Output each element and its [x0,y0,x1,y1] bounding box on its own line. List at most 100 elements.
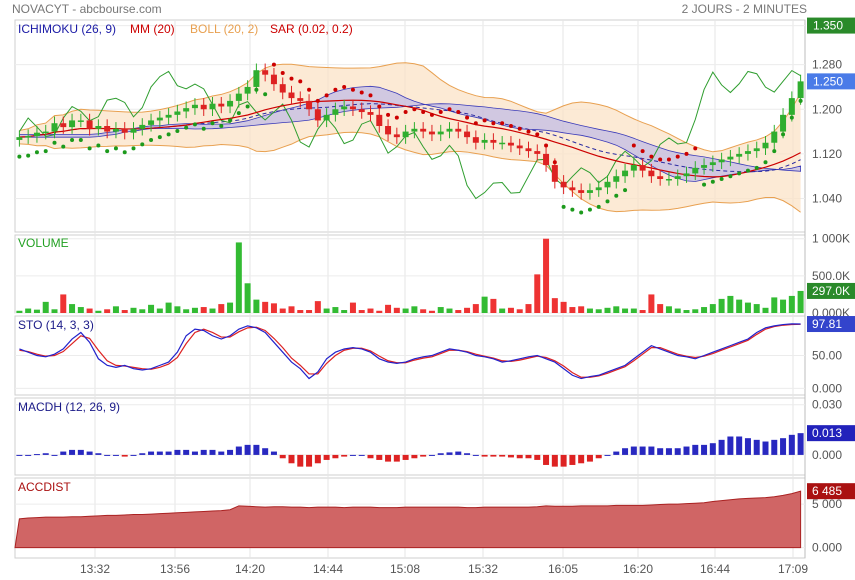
volume-bar [42,301,49,313]
macd-histogram-bar [288,454,295,464]
candle-body [86,120,93,129]
sar-dot [763,160,768,165]
volume-bar [349,302,356,313]
candle-body [455,128,462,132]
macd-histogram-bar [402,454,409,460]
ichimoku-chikou-line [18,69,801,200]
volume-bar [104,309,111,313]
volume-bar [270,303,277,313]
macd-histogram-bar [130,454,137,456]
accdist-last-value: 6 485 [812,484,842,498]
volume-bar [490,298,497,313]
volume-bar [437,307,444,313]
volume-bar [744,302,751,313]
sto-last-value: 97.81 [812,317,842,331]
sar-dot [702,182,707,187]
volume-bar [121,310,128,313]
candle-body [472,137,479,143]
sar-dot [684,151,689,156]
volume-bar [244,283,251,313]
sar-dot [728,174,733,179]
volume-tick-label: 1 000K [812,232,850,246]
macd-last-value: 0.013 [812,426,842,440]
macd-histogram-bar [701,444,708,455]
candle-body [25,136,32,138]
candle-body [112,128,119,132]
sar-dot [245,104,250,109]
macd-histogram-bar [95,453,102,455]
macd-histogram-bar [604,454,611,456]
macd-histogram-bar [332,454,339,459]
indicator-legend-label: BOLL (20, 2) [190,22,258,36]
candle-body [218,103,225,107]
candle-body [253,70,260,87]
sar-dot [754,165,759,170]
macd-histogram-bar [349,454,356,456]
volume-bar [569,307,576,313]
volume-bar [780,299,787,313]
volume-bar [464,307,471,313]
macd-histogram-bar [674,448,681,455]
macd-histogram-bar [42,453,49,455]
moving-average-line [19,99,801,178]
accdist-area [14,490,802,549]
sar-dot [43,149,48,154]
sto-panel-label: STO (14, 3, 3) [18,318,94,332]
candle-body [604,181,611,188]
sar-dot [781,132,786,137]
macd-histogram-bar [464,453,471,455]
sar-dot [359,90,364,95]
candle-body [16,137,23,140]
price-marker-box [807,17,855,34]
volume-bar [60,294,67,313]
sto-k-line [19,323,801,380]
macd-histogram-bar [60,451,67,455]
candle-body [490,139,497,143]
candle-body [709,162,716,166]
macd-histogram-bar [341,454,348,457]
sar-dot [491,121,496,126]
candle-body [437,131,444,135]
sar-dot [157,135,162,140]
sar-dot [26,153,31,158]
candle-body [385,126,392,135]
macd-histogram-bar [77,449,84,455]
volume-bar [253,299,260,313]
x-tick-label: 13:56 [160,562,190,576]
sar-dot [201,126,206,131]
volume-bar [306,310,313,313]
candle-body [639,165,646,171]
macd-histogram-bar [586,454,593,462]
sar-dot [386,112,391,117]
sar-dot [166,132,171,137]
macd-histogram-bar [218,451,225,455]
x-tick-label: 17:09 [778,562,808,576]
candle-body [174,111,181,115]
macd-histogram-bar [121,454,128,457]
volume-bar [112,306,119,313]
macd-histogram-bar [595,454,602,459]
sar-dot [52,140,57,145]
candle-body [60,123,67,128]
candle-body [367,112,374,115]
macd-histogram-bar [455,451,462,455]
sar-dot [271,62,276,67]
sar-dot [61,144,66,149]
candle-body [507,142,514,146]
indicator-legend-label: ICHIMOKU (26, 9) [18,22,116,36]
sar-dot [236,111,241,116]
macd-histogram-bar [753,439,760,455]
candle-body [121,128,128,133]
candle-body [148,120,155,125]
macd-histogram-bar [156,451,163,455]
sar-dot [658,157,663,162]
macd-histogram-bar [613,451,620,455]
candle-body [595,187,602,191]
volume-bar [472,304,479,313]
volume-last-box [807,282,855,299]
volume-bar [499,308,506,313]
volume-bar [402,308,409,313]
macd-histogram-bar [86,451,93,455]
macd-histogram-bar [525,454,532,459]
sar-dot [596,204,601,209]
